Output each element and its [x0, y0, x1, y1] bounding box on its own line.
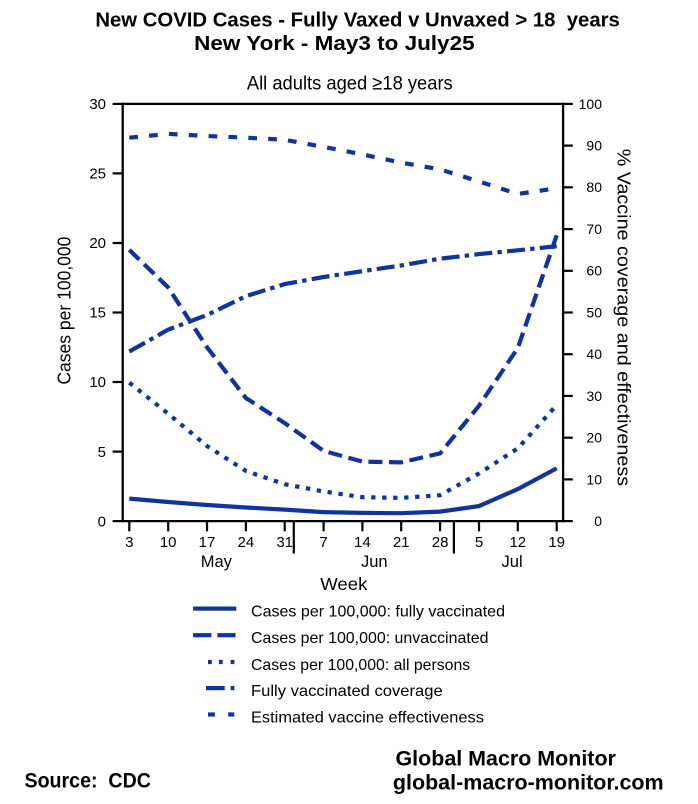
svg-text:21: 21 — [393, 534, 410, 551]
svg-text:0: 0 — [98, 513, 106, 530]
svg-text:Week: Week — [320, 574, 367, 594]
svg-text:70: 70 — [586, 221, 602, 237]
svg-text:17: 17 — [199, 534, 216, 551]
svg-text:% Vaccine coverage and effecti: % Vaccine coverage and effectiveness — [614, 149, 634, 486]
svg-text:90: 90 — [586, 138, 602, 154]
svg-text:Estimated vaccine effectivenes: Estimated vaccine effectiveness — [251, 709, 484, 726]
svg-text:Source: CDC: Source: CDC — [25, 770, 151, 793]
svg-text:31: 31 — [276, 534, 293, 551]
svg-text:0: 0 — [594, 513, 602, 529]
svg-text:12: 12 — [509, 534, 526, 551]
svg-text:Jul: Jul — [502, 553, 523, 571]
svg-text:New York - May3 to July25: New York - May3 to July25 — [194, 33, 474, 55]
svg-text:Cases per 100,000: unvaccinate: Cases per 100,000: unvaccinated — [251, 630, 489, 647]
svg-text:100: 100 — [579, 96, 603, 112]
svg-text:May: May — [201, 553, 233, 571]
svg-text:Jun: Jun — [361, 553, 388, 571]
svg-text:New COVID Cases - Fully Vaxed: New COVID Cases - Fully Vaxed v Unvaxed … — [95, 10, 620, 32]
svg-text:Cases per 100,000: fully vacci: Cases per 100,000: fully vaccinated — [251, 603, 505, 620]
svg-text:20: 20 — [586, 430, 602, 446]
svg-text:Cases per 100,000: Cases per 100,000 — [54, 237, 74, 385]
svg-text:Cases per 100,000: all persons: Cases per 100,000: all persons — [251, 657, 470, 674]
svg-text:60: 60 — [586, 263, 602, 279]
svg-text:14: 14 — [354, 534, 371, 551]
svg-text:20: 20 — [89, 235, 106, 252]
svg-text:10: 10 — [586, 471, 602, 487]
svg-text:30: 30 — [89, 96, 106, 113]
svg-text:15: 15 — [89, 305, 106, 322]
svg-text:50: 50 — [586, 304, 602, 320]
svg-text:All adults aged ≥18 years: All adults aged ≥18 years — [247, 73, 453, 95]
svg-text:25: 25 — [89, 166, 106, 183]
svg-text:Global Macro Monitor: Global Macro Monitor — [396, 748, 616, 771]
svg-text:5: 5 — [98, 444, 106, 461]
svg-text:3: 3 — [125, 534, 133, 551]
svg-text:40: 40 — [586, 346, 602, 362]
svg-text:5: 5 — [475, 534, 483, 551]
svg-text:7: 7 — [319, 534, 327, 551]
svg-text:10: 10 — [160, 534, 177, 551]
svg-text:10: 10 — [89, 374, 106, 391]
svg-text:global-macro-monitor.com: global-macro-monitor.com — [393, 772, 664, 795]
svg-text:19: 19 — [548, 534, 565, 551]
svg-text:30: 30 — [586, 388, 602, 404]
svg-text:80: 80 — [586, 179, 602, 195]
svg-text:Fully vaccinated coverage: Fully vaccinated coverage — [251, 683, 443, 700]
svg-text:28: 28 — [432, 534, 449, 551]
svg-text:24: 24 — [238, 534, 255, 551]
